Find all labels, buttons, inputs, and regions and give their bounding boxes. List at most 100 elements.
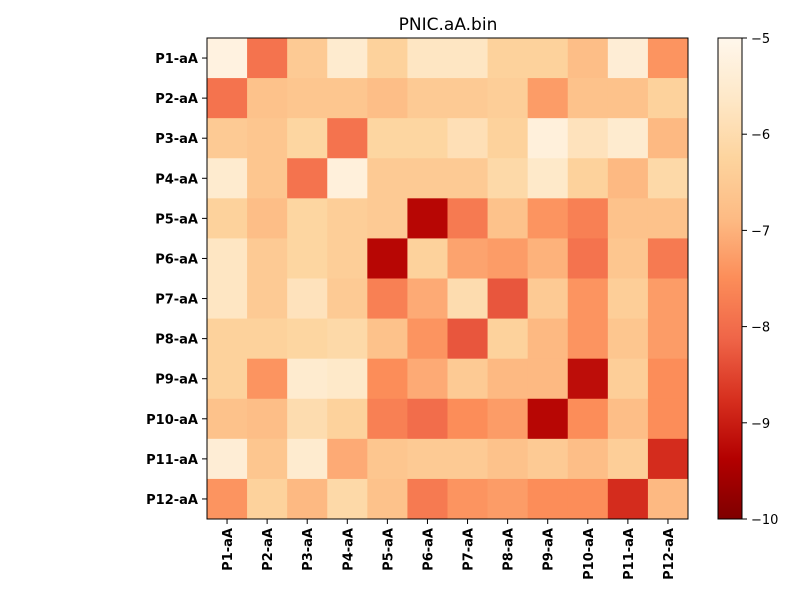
heatmap-cell (247, 438, 288, 480)
heatmap-cell (647, 238, 689, 279)
heatmap-cell (647, 38, 689, 79)
heatmap-cell (567, 118, 609, 159)
colorbar-tick-label: −7 (751, 224, 770, 239)
heatmap-cell (527, 78, 569, 119)
heatmap-cell (447, 118, 488, 159)
heatmap-cell (487, 118, 529, 159)
heatmap-cell (207, 198, 248, 239)
heatmap-cell (447, 158, 488, 199)
plot-frame (206, 37, 689, 520)
heatmap-cell (567, 398, 609, 440)
heatmap-cell (447, 478, 488, 520)
column-label: P1-aA (221, 528, 236, 571)
heatmap-cell (447, 278, 488, 319)
heatmap-cell (447, 358, 488, 400)
heatmap-cell (607, 438, 649, 480)
colorbar-tick-label: −6 (751, 128, 770, 143)
heatmap-cell (447, 38, 488, 79)
heatmap-cell (487, 198, 529, 239)
heatmap-cell (607, 278, 649, 319)
colorbar-tick-label: −10 (751, 513, 778, 528)
heatmap-cell (247, 278, 288, 319)
heatmap-cell (527, 238, 569, 279)
heatmap-cell (607, 158, 649, 199)
heatmap-cell (487, 278, 529, 319)
heatmap-cell (607, 478, 649, 520)
heatmap-cell (567, 78, 609, 119)
heatmap-cell (487, 398, 529, 440)
heatmap-cell (287, 358, 328, 400)
row-label: P6-aA (155, 252, 198, 267)
heatmap-cell (327, 278, 368, 319)
heatmap-cell (447, 318, 488, 360)
heatmap-cell (247, 198, 288, 239)
heatmap-cell (367, 158, 408, 199)
row-label: P1-aA (155, 52, 198, 67)
heatmap-cell (447, 198, 488, 239)
heatmap-cell (567, 38, 609, 79)
heatmap-cell (287, 38, 328, 79)
heatmap-cell (607, 238, 649, 279)
colorbar-ticks: −5 −6 −7 −8 −9 −10 (742, 32, 778, 528)
heatmap-cell (287, 438, 328, 480)
heatmap-cell (527, 478, 569, 520)
heatmap-cell (367, 38, 408, 79)
colorbar-tick-label: −8 (751, 321, 770, 336)
heatmap-cell (487, 478, 529, 520)
row-label: P3-aA (155, 132, 198, 147)
heatmap-cell (287, 198, 328, 239)
heatmap-cell (207, 38, 248, 79)
heatmap-cell (407, 238, 448, 279)
heatmap-cell (567, 198, 609, 239)
heatmap-cell (567, 358, 609, 400)
column-label: P11-aA (622, 528, 637, 580)
column-label: P7-aA (462, 528, 477, 571)
row-label: P9-aA (155, 373, 198, 388)
heatmap-cell (487, 238, 529, 279)
heatmap-cell (207, 278, 248, 319)
column-label: P8-aA (502, 528, 517, 571)
heatmap-cell (527, 198, 569, 239)
row-label: P8-aA (155, 333, 198, 348)
heatmap-cell (207, 158, 248, 199)
heatmap-cell (327, 78, 368, 119)
heatmap-cell (207, 118, 248, 159)
heatmap-cell (407, 38, 448, 79)
heatmap-cell (527, 278, 569, 319)
heatmap-cell (287, 158, 328, 199)
heatmap-cell (287, 398, 328, 440)
heatmap-cell (647, 438, 689, 480)
column-labels: P1-aA P2-aA P3-aA P4-aA P5-aA P6-aA P7-aA P8-aA… (221, 519, 677, 580)
heatmap-cell (567, 478, 609, 520)
heatmap-cell (367, 358, 408, 400)
heatmap-cell (327, 38, 368, 79)
heatmap-cell (287, 238, 328, 279)
heatmap-cell (527, 438, 569, 480)
heatmap-cell (327, 318, 368, 360)
heatmap-cell (367, 478, 408, 520)
row-label: P2-aA (155, 92, 198, 107)
heatmap-cell (407, 118, 448, 159)
heatmap-cell (367, 238, 408, 279)
heatmap-cell (647, 358, 689, 400)
heatmap-cell (287, 478, 328, 520)
heatmap-cell (567, 438, 609, 480)
heatmap-cell (527, 38, 569, 79)
column-label: P10-aA (582, 528, 597, 580)
heatmap-cell (287, 78, 328, 119)
heatmap-cell (367, 278, 408, 319)
heatmap-cell (487, 78, 529, 119)
heatmap-cell (247, 38, 288, 79)
heatmap-cell (327, 118, 368, 159)
heatmap-cell (407, 78, 448, 119)
column-label: P12-aA (662, 528, 677, 580)
row-labels: P1-aA P2-aA P3-aA P4-aA P5-aA P6-aA P7-aA P8-aA… (146, 52, 207, 508)
heatmap-cell (647, 478, 689, 520)
heatmap-cell (247, 358, 288, 400)
heatmap-cell (207, 318, 248, 360)
heatmap-cell (567, 278, 609, 319)
heatmap-cell (567, 238, 609, 279)
heatmap-cell (247, 118, 288, 159)
heatmap-cells (207, 38, 689, 520)
heatmap-cell (447, 398, 488, 440)
